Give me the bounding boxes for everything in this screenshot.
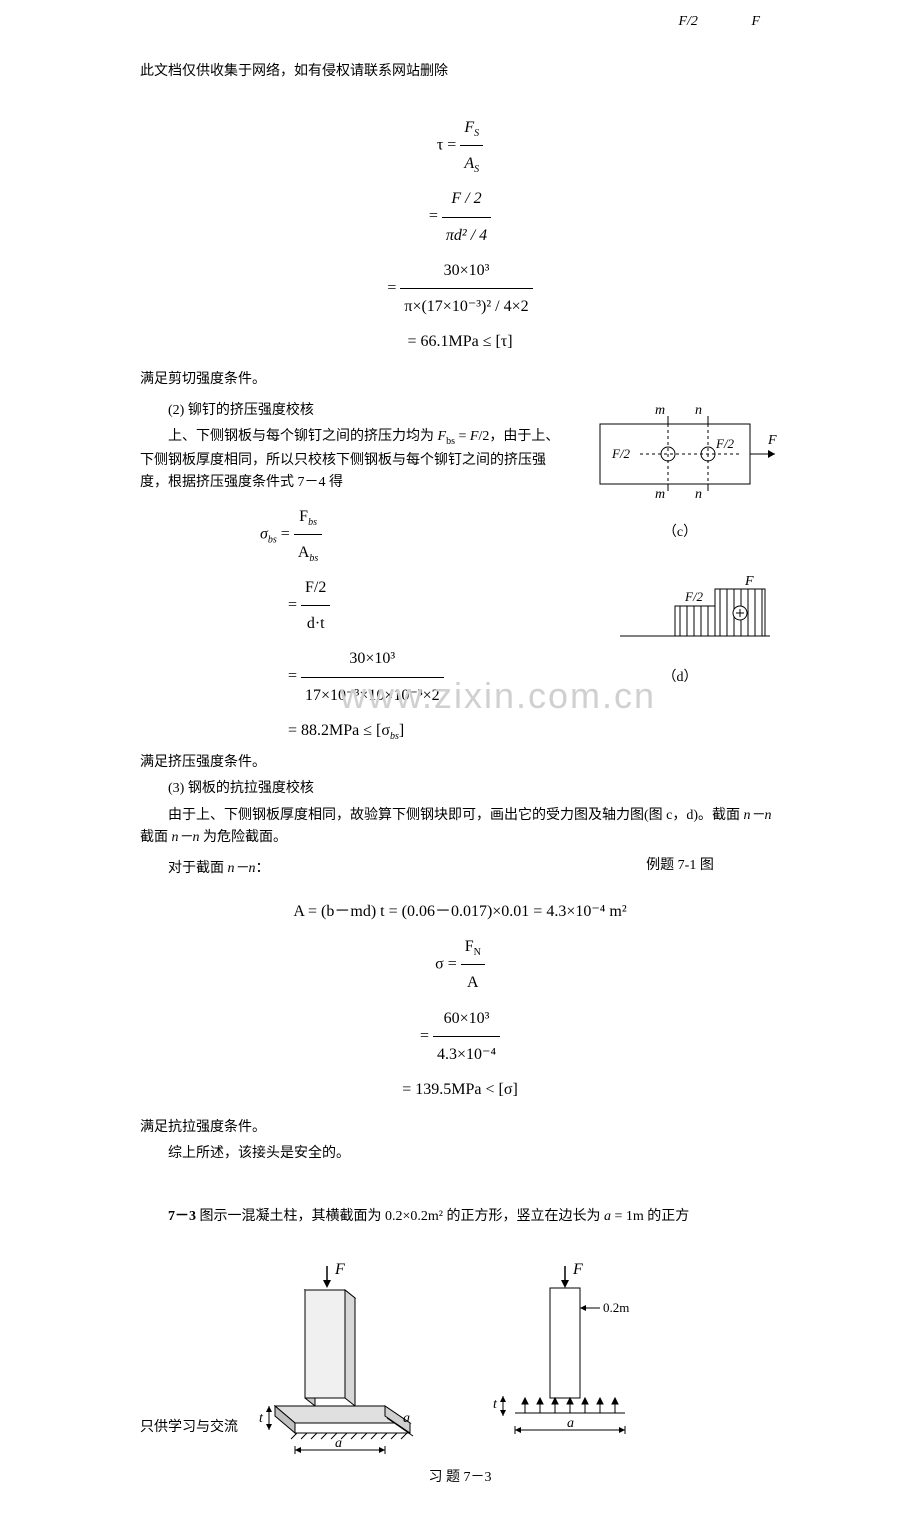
figure-7-3: F t: [140, 1258, 780, 1458]
para-shear-ok: 满足剪切强度条件。: [140, 369, 780, 391]
fig-73-right: F 0.2m t: [485, 1258, 685, 1458]
fig-d-f: F: [744, 574, 754, 589]
fig-c-label: （c）: [580, 521, 780, 541]
eq-sigma-result: = 139.5MPa < [σ]: [140, 1072, 780, 1107]
fig-71-caption: 例题 7-1 图: [580, 854, 780, 884]
fig73-t-left: t: [259, 1411, 264, 1426]
fig-c-m-top: m: [655, 403, 665, 418]
fig-73-left: F t: [235, 1258, 435, 1458]
label-f: F: [751, 14, 760, 29]
fig73-a-right: a: [567, 1416, 574, 1431]
top-force-labels: F/2 F: [628, 14, 760, 30]
fig73-t-right: t: [493, 1397, 498, 1412]
para-tensile-ok: 满足抗拉强度条件。: [140, 1117, 780, 1139]
figure-d-svg: F F/2: [580, 571, 780, 661]
para-step3-body: 由于上、下侧钢板厚度相同，故验算下侧钢块即可，画出它的受力图及轴力图(图 c，d…: [140, 805, 780, 850]
fig73-dim: 0.2m: [603, 1300, 629, 1315]
problem-7-3: 7－3 图示一混凝土柱，其横截面为 0.2×0.2m² 的正方形，竖立在边长为 …: [168, 1206, 780, 1228]
figure-c-svg: m n F/2 F/2 F: [580, 396, 780, 516]
para-conclusion: 综上所述，该接头是安全的。: [140, 1143, 780, 1165]
fig-c-f: F: [767, 433, 777, 448]
para-step2-body: 上、下侧钢板与每个铆钉之间的挤压力均为 Fbs = F/2，由于上、下侧钢板厚度…: [140, 426, 560, 495]
para-step2-title: (2) 铆钉的挤压强度校核: [140, 400, 560, 422]
fig73-F-left: F: [334, 1261, 345, 1278]
fig-c-f2-left: F/2: [611, 446, 631, 461]
fig73-a-left: a: [335, 1436, 342, 1451]
equation-tau: τ = FS AS = F / 2 πd² / 4 = 30×10³ π×(17…: [140, 110, 780, 359]
figure-c: m n F/2 F/2 F: [580, 396, 780, 541]
fig-d-f2: F/2: [684, 589, 704, 604]
eq-tau-lhs: τ =: [437, 136, 460, 153]
fig73-F-right: F: [572, 1261, 583, 1278]
fig-c-n-bot: n: [695, 487, 702, 502]
label-f2: F/2: [678, 14, 697, 29]
para-bs-ok: 满足挤压强度条件。: [140, 752, 780, 774]
page-header: 此文档仅供收集于网络，如有侵权请联系网站删除: [140, 60, 780, 80]
fig-73-caption: 习 题 7－3: [140, 1466, 780, 1486]
fig73-a-diag: a: [403, 1411, 410, 1426]
watermark: www.zixin.com.cn: [340, 675, 656, 717]
equation-area: A = (b－md) t = (0.06－0.017)×0.01 = 4.3×1…: [140, 894, 780, 1107]
fig-c-m-bot: m: [655, 487, 665, 502]
para-step3-title: (3) 钢板的抗拉强度校核: [140, 778, 780, 800]
fig-c-n-top: n: [695, 403, 702, 418]
fig-c-f2-right: F/2: [715, 436, 735, 451]
para-section-nn: 对于截面 n－n：: [140, 858, 580, 880]
figure-d: F F/2 （d）: [580, 571, 780, 686]
eq-tau-result: = 66.1MPa ≤ [τ]: [140, 324, 780, 359]
